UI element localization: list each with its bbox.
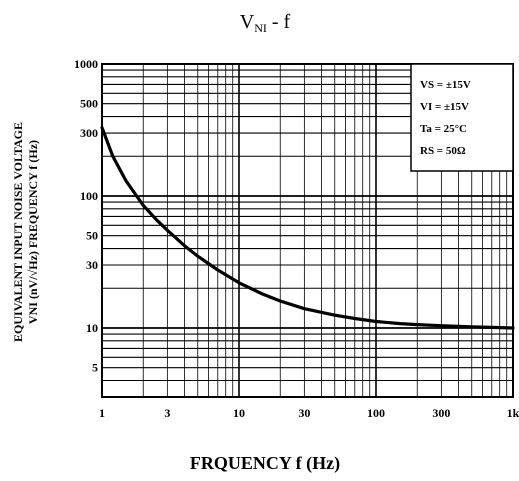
y-tick-label: 1000	[74, 57, 98, 71]
y-tick-labels: 5 10 30 50 100 300 500 1000	[74, 57, 98, 375]
x-tick-labels: 1 3 10 30 100 300 1k	[99, 406, 519, 420]
legend-line: RS = 50Ω	[420, 145, 466, 157]
legend-line: Ta = 25°C	[420, 123, 467, 135]
noise-curve	[100, 126, 515, 330]
x-tick-label: 100	[367, 406, 385, 420]
y-tick-label: 100	[80, 189, 98, 203]
x-tick-label: 3	[164, 406, 170, 420]
x-axis-label: FRQUENCY f (Hz)	[190, 453, 340, 474]
plot-frame	[101, 63, 514, 398]
legend-frame	[410, 63, 514, 172]
y-axis-label-line2: VNI (nV/√Hz) FREQUENCY f (Hz)	[26, 140, 40, 324]
x-tick-label: 1	[99, 406, 105, 420]
y-axis-label: EQUIVALENT INPUT NOISE VOLTAGE VNI (nV/√…	[11, 122, 40, 342]
y-tick-label: 5	[92, 361, 98, 375]
x-tick-label: 30	[298, 406, 310, 420]
legend-line: VI = ±15V	[420, 101, 469, 113]
y-tick-label: 30	[86, 258, 98, 272]
y-tick-label: 50	[86, 229, 98, 243]
x-tick-label: 1k	[507, 406, 519, 420]
legend-box: VS = ±15V VI = ±15V Ta = 25°C RS = 50Ω	[410, 63, 514, 172]
legend-line: VS = ±15V	[420, 79, 471, 91]
y-tick-label: 300	[80, 126, 98, 140]
y-tick-label: 500	[80, 97, 98, 111]
y-tick-label: 10	[86, 321, 98, 335]
y-axis-label-line1: EQUIVALENT INPUT NOISE VOLTAGE	[11, 122, 25, 342]
x-tick-label: 10	[233, 406, 245, 420]
x-tick-label: 300	[432, 406, 450, 420]
chart-title: VNI - f	[240, 11, 291, 35]
